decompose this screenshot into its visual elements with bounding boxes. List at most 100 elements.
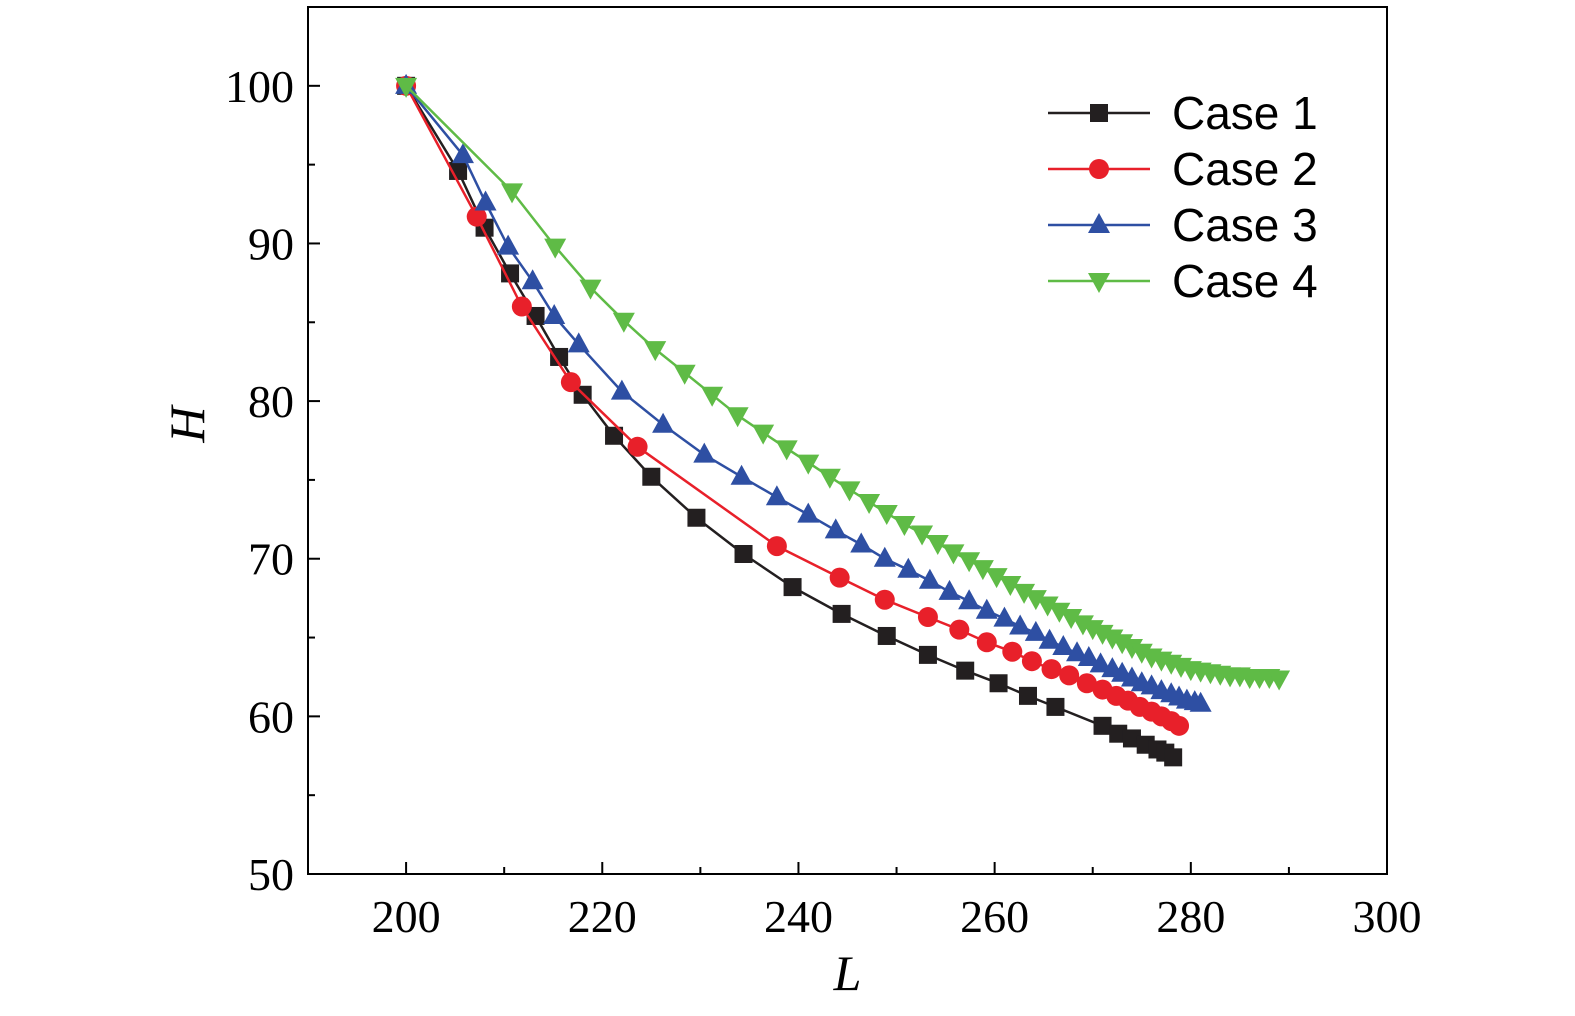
data-point: [451, 143, 474, 164]
y-tick-label: 60: [248, 691, 294, 742]
data-point: [976, 632, 997, 653]
data-point: [797, 454, 820, 475]
data-point: [1038, 628, 1061, 649]
x-tick-label: 240: [764, 891, 833, 942]
data-point: [893, 516, 916, 537]
data-point: [395, 77, 418, 98]
legend-item: Case 3: [1048, 199, 1318, 251]
data-point: [829, 567, 850, 588]
data-point: [858, 493, 881, 514]
legend-item: Case 2: [1048, 143, 1318, 195]
data-point: [612, 312, 635, 333]
y-tick-label: 100: [225, 61, 294, 112]
data-point: [918, 645, 937, 664]
data-point: [1109, 724, 1128, 743]
data-point: [687, 508, 706, 527]
legend-marker: [1088, 213, 1110, 233]
series-group: [395, 73, 1291, 767]
x-tick-label: 260: [960, 891, 1029, 942]
data-point: [1036, 596, 1059, 617]
data-point: [1002, 641, 1023, 662]
data-point: [999, 575, 1022, 596]
x-tick-label: 200: [372, 891, 441, 942]
data-point: [942, 544, 965, 565]
data-point: [971, 560, 994, 581]
data-point: [1024, 620, 1047, 641]
series-2: [396, 75, 1190, 736]
data-point: [875, 505, 898, 526]
legend-label: Case 2: [1172, 143, 1318, 195]
data-point: [877, 626, 896, 645]
legend-marker: [1089, 159, 1109, 179]
data-point: [644, 341, 667, 362]
data-point: [1077, 646, 1100, 667]
x-axis-title: L: [833, 945, 862, 1001]
data-point: [501, 264, 520, 283]
legend-marker: [1090, 104, 1108, 122]
data-point: [956, 661, 975, 680]
data-point: [911, 525, 934, 546]
data-point: [1021, 651, 1042, 672]
data-point: [610, 379, 633, 400]
data-point: [474, 190, 497, 211]
data-point: [1076, 673, 1097, 694]
data-point: [874, 589, 895, 610]
data-point: [627, 436, 648, 457]
data-point: [652, 412, 675, 433]
legend-label: Case 1: [1172, 87, 1318, 139]
data-point: [730, 464, 753, 485]
data-point: [783, 578, 802, 597]
data-point: [511, 296, 532, 317]
legend-label: Case 4: [1172, 255, 1318, 307]
data-point: [673, 364, 696, 385]
y-tick-label: 90: [248, 218, 294, 269]
data-point: [989, 674, 1008, 693]
data-point: [850, 532, 873, 553]
x-tick-label: 220: [568, 891, 637, 942]
data-point: [1041, 659, 1062, 680]
data-point: [917, 607, 938, 628]
series-1: [397, 76, 1183, 767]
data-point: [521, 269, 544, 290]
data-point: [579, 279, 602, 300]
data-point: [543, 303, 566, 324]
data-point: [958, 552, 981, 573]
data-point: [1024, 590, 1047, 611]
data-point: [1059, 665, 1080, 686]
data-point: [642, 467, 661, 486]
data-point: [726, 407, 749, 428]
series-line: [404, 85, 1180, 727]
data-point: [897, 557, 920, 578]
plot-frame: [307, 6, 1388, 875]
data-point: [560, 372, 581, 393]
data-point: [1169, 715, 1190, 736]
y-tick-label: 50: [248, 849, 294, 900]
series-line: [405, 85, 1201, 706]
data-point: [1268, 670, 1291, 691]
y-axis-title: H: [159, 404, 215, 444]
data-point: [550, 347, 569, 366]
data-point: [1089, 652, 1112, 673]
data-point: [775, 440, 798, 461]
data-point: [838, 481, 861, 502]
data-point: [949, 619, 970, 640]
data-point: [1164, 748, 1183, 767]
legend-label: Case 3: [1172, 199, 1318, 251]
axis-ticks: 200 220 240 260 280 300 50 60 70 80 90 100: [225, 61, 1422, 942]
data-point: [1048, 602, 1071, 623]
legend-item: Case 1: [1048, 87, 1318, 139]
data-point: [734, 544, 753, 563]
data-point: [497, 234, 520, 255]
data-point: [1189, 691, 1212, 712]
data-point: [938, 579, 961, 600]
data-point: [1052, 635, 1075, 656]
legend-item: Case 4: [1048, 255, 1318, 307]
data-point: [985, 568, 1008, 589]
data-point: [873, 546, 896, 567]
data-point: [501, 183, 524, 204]
data-point: [701, 386, 724, 407]
legend-marker: [1088, 273, 1110, 293]
data-point: [466, 206, 487, 227]
data-point: [1046, 697, 1065, 716]
y-tick-label: 80: [248, 376, 294, 427]
